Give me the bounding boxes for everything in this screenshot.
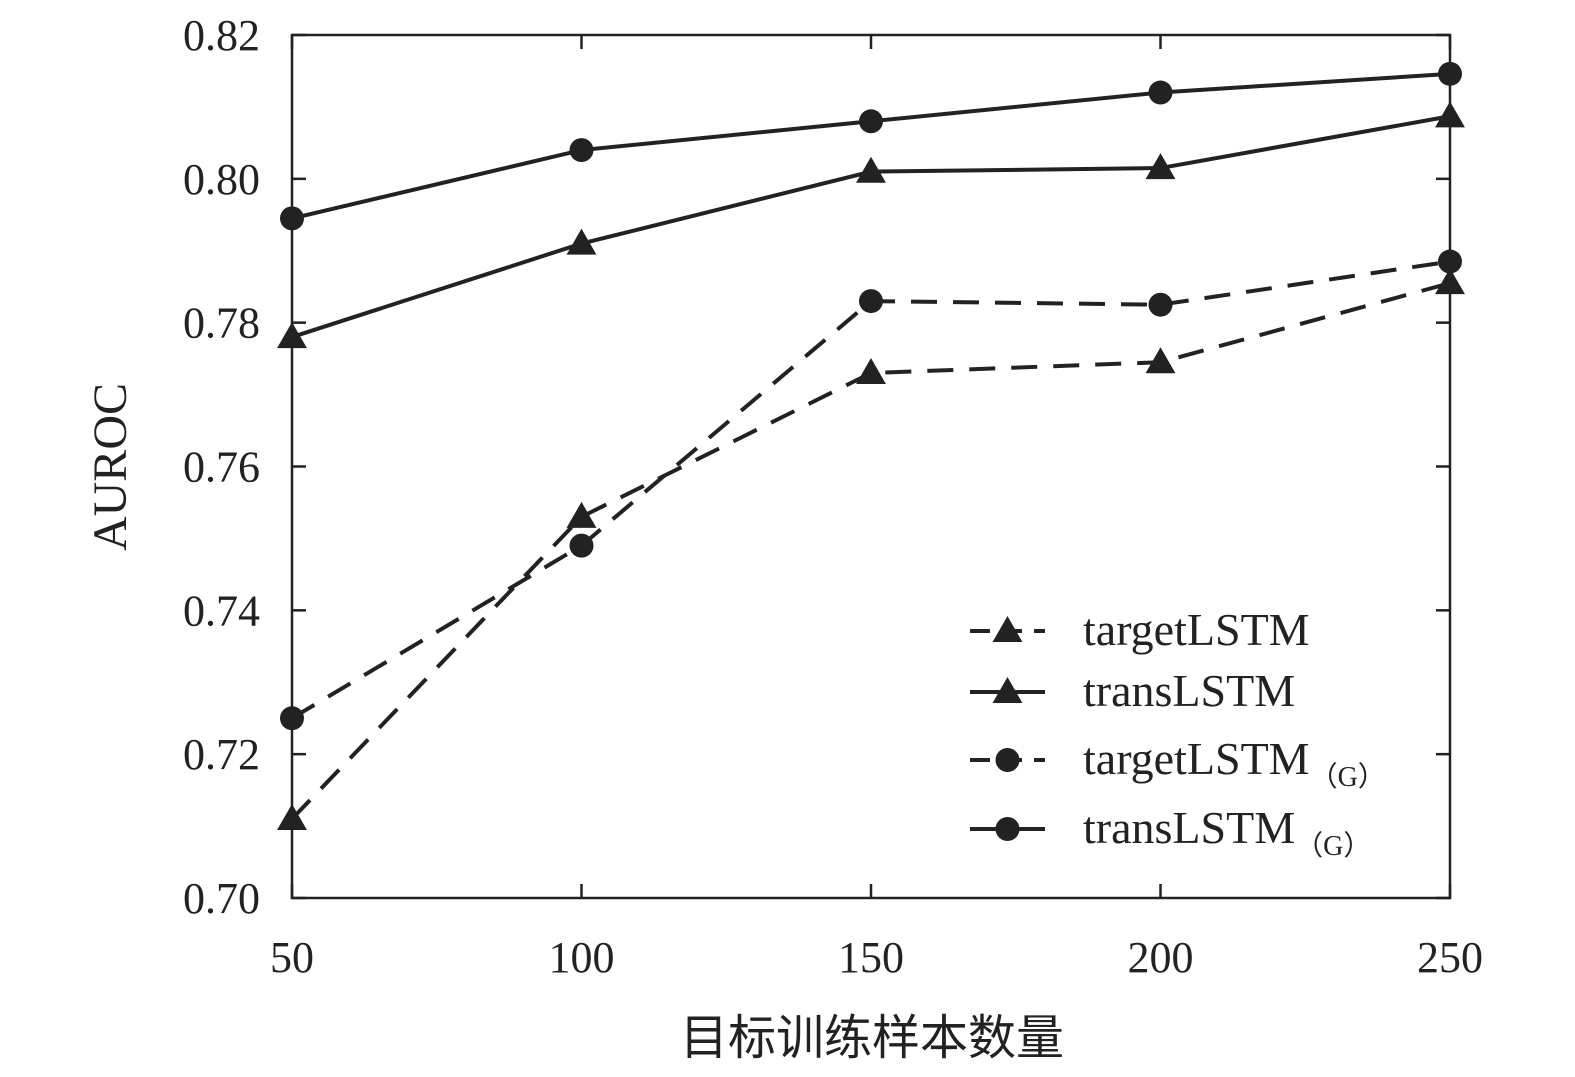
- legend-label: targetLSTM（G）: [1083, 733, 1386, 793]
- legend-label: targetLSTM: [1083, 604, 1310, 655]
- legend-label: transLSTM（G）: [1083, 802, 1371, 862]
- legend-marker: [995, 817, 1020, 841]
- legend-item: transLSTM: [970, 665, 1295, 716]
- legend-label-subscript: （G）: [1310, 761, 1386, 793]
- x-axis-title: 目标训练样本数量: [680, 1012, 1064, 1065]
- data-point: [1438, 249, 1462, 274]
- data-point: [1145, 153, 1176, 180]
- legend-marker: [992, 677, 1023, 704]
- data-point: [569, 533, 594, 558]
- legend: targetLSTM transLSTM targetLSTM（G） transLST…: [970, 604, 1386, 862]
- legend-marker: [992, 616, 1023, 643]
- x-tick-label: 50: [270, 933, 314, 982]
- legend-item: transLSTM（G）: [970, 802, 1371, 862]
- data-point: [1435, 268, 1465, 295]
- x-tick-label: 150: [838, 933, 904, 982]
- x-tick-label: 200: [1128, 933, 1194, 982]
- data-point: [280, 206, 304, 231]
- data-point: [1145, 347, 1176, 374]
- data-point: [859, 289, 883, 314]
- x-tick-label: 100: [549, 933, 615, 982]
- data-point: [1148, 292, 1173, 317]
- y-tick-label: 0.82: [183, 11, 260, 60]
- data-point: [277, 322, 307, 349]
- data-point: [566, 228, 597, 255]
- y-tick-label: 0.74: [183, 586, 260, 635]
- y-axis-title: AUROC: [84, 383, 137, 551]
- y-tick-label: 0.70: [183, 874, 260, 923]
- data-point: [566, 501, 597, 528]
- series-1: [277, 101, 1465, 349]
- y-tick-label: 0.72: [183, 730, 260, 779]
- legend-marker: [995, 748, 1020, 772]
- legend-label: transLSTM: [1083, 665, 1295, 716]
- data-point: [569, 138, 594, 163]
- y-tick-label: 0.76: [183, 443, 260, 492]
- series-3: [280, 61, 1462, 231]
- data-point: [1435, 101, 1465, 128]
- legend-label-subscript: （G）: [1295, 830, 1371, 862]
- data-point: [856, 358, 886, 385]
- data-point: [1438, 61, 1462, 86]
- data-point: [277, 803, 307, 830]
- series-0: [277, 268, 1465, 830]
- series-layer: [277, 61, 1465, 830]
- data-point: [280, 706, 304, 731]
- y-tick-label: 0.78: [183, 299, 260, 348]
- y-tick-label: 0.80: [183, 155, 260, 204]
- data-point: [859, 109, 883, 134]
- x-tick-label: 250: [1417, 933, 1483, 982]
- data-point: [856, 156, 886, 183]
- axes-layer: 0.70 0.72 0.74 0.76 0.78 0.80 0.82 50 100 150 200 2…: [183, 11, 1483, 982]
- legend-item: targetLSTM: [970, 604, 1310, 655]
- legend-item: targetLSTM（G）: [970, 733, 1386, 793]
- series-2: [280, 249, 1462, 731]
- data-point: [1148, 80, 1173, 105]
